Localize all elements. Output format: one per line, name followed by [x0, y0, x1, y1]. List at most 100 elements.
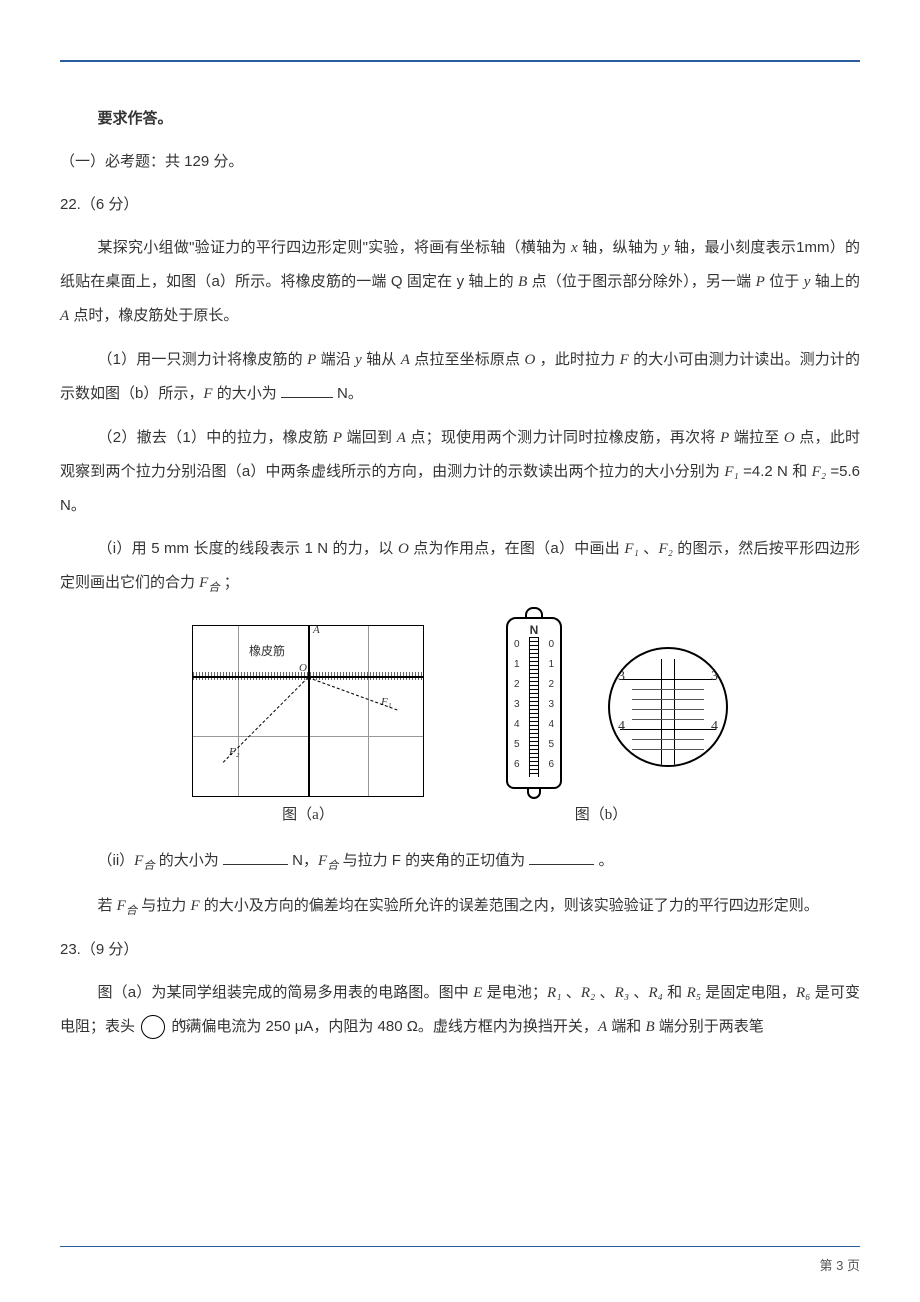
q22-last: 若 F合 与拉力 F 的大小及方向的偏差均在实验所允许的误差范围之内，则该实验验…: [60, 889, 860, 924]
q22-head: 22.（6 分）: [60, 188, 860, 221]
var-F1b: F₁: [624, 541, 638, 557]
t: 点拉至坐标原点: [414, 351, 524, 368]
var-Fh2: F合: [134, 853, 154, 869]
var-x: x: [571, 240, 578, 256]
t: 某探究小组做"验证力的平行四边形定则"实验，将画有坐标轴（横轴为: [98, 239, 572, 256]
mn: 3: [618, 669, 625, 685]
var-O2: O: [784, 430, 795, 446]
var-Aend: A: [598, 1019, 607, 1035]
var-F2c: F₂: [658, 541, 672, 557]
t: =4.2 N 和: [743, 463, 812, 480]
sn: 5: [514, 739, 520, 750]
q23-p1: 图（a）为某同学组装完成的简易多用表的电路图。图中 E 是电池；R₁ 、R₂ 、…: [60, 976, 860, 1044]
bottom-rule: [60, 1246, 860, 1247]
fh-f: F: [199, 575, 208, 591]
mn: 4: [618, 719, 625, 735]
var-y2: y: [804, 274, 811, 290]
t: 的大小及方向的偏差均在实验所允许的误差范围之内，则该实验验证了力的平行四边形定则…: [204, 897, 819, 914]
t: ，此时拉力: [540, 351, 620, 368]
var-P2: P: [307, 352, 316, 368]
q22-ii: （ii）F合 的大小为 N，F合 与拉力 F 的夹角的正切值为 。: [60, 844, 860, 879]
t: 。: [598, 852, 613, 869]
t: 、: [643, 540, 658, 557]
top-rule: [60, 60, 860, 62]
var-O3: O: [398, 541, 409, 557]
var-O: O: [524, 352, 535, 368]
galvanometer-icon: G: [141, 1015, 165, 1039]
t: （1）用一只测力计将橡皮筋的: [98, 351, 308, 368]
var-Fh: F合: [199, 575, 219, 591]
sn: 3: [548, 699, 554, 710]
t: （ii）: [98, 852, 135, 869]
t: 的满偏电流为 250 μA，内阻为 480 Ω。虚线方框内为换挡开关，: [171, 1018, 598, 1035]
fh4-f: F: [117, 898, 126, 914]
t: 与拉力 F 的夹角的正切值为: [343, 852, 526, 869]
var-Bend: B: [645, 1019, 654, 1035]
fh2-f: F: [134, 853, 143, 869]
var-R3: R₃: [615, 985, 629, 1001]
t: 是固定电阻，: [705, 984, 796, 1001]
q23-head: 23.（9 分）: [60, 933, 860, 966]
blank-3: [529, 848, 594, 865]
mn: 4: [711, 719, 718, 735]
var-y: y: [663, 240, 670, 256]
var-A3: A: [397, 430, 406, 446]
t: 和: [667, 984, 686, 1001]
var-R5: R₅: [687, 985, 701, 1001]
mn: 3: [711, 669, 718, 685]
heading: 要求作答。: [60, 102, 860, 135]
var-E: E: [473, 985, 482, 1001]
var-R4: R₄: [648, 985, 662, 1001]
t: 、: [600, 984, 615, 1001]
unit-N: N。: [337, 385, 363, 402]
sn: 5: [548, 739, 554, 750]
q22-i: （i）用 5 mm 长度的线段表示 1 N 的力，以 O 点为作用点，在图（a）…: [60, 532, 860, 601]
t: 轴从: [366, 351, 401, 368]
t: 位于: [769, 273, 804, 290]
var-Fh3: F合: [318, 853, 338, 869]
blank-2: [223, 848, 288, 865]
t: 点时，橡皮筋处于原长。: [73, 307, 238, 324]
t: 的大小为: [159, 852, 219, 869]
t: 点；现使用两个测力计同时拉橡皮筋，再次将: [410, 429, 720, 446]
figure-a: A O F₁ F₂ 橡皮筋 图（a）: [192, 625, 424, 824]
var-F2: F: [203, 386, 212, 402]
sn: 6: [548, 759, 554, 770]
grid-figure: A O F₁ F₂ 橡皮筋: [192, 625, 424, 797]
t: 若: [98, 897, 117, 914]
caption-a: 图（a）: [282, 803, 334, 824]
sn: 0: [548, 639, 554, 650]
var-F2b: F₂: [812, 464, 826, 480]
blank-1: [281, 381, 333, 398]
page-number: 第 3 页: [820, 1255, 860, 1274]
var-F3: F: [190, 898, 199, 914]
figure-b: N 0 0 1 1 2 2 3 3 4 4 5 5 6: [474, 617, 728, 824]
t: （i）用 5 mm 长度的线段表示 1 N 的力，以: [98, 540, 398, 557]
sn: 2: [514, 679, 520, 690]
sn: 3: [514, 699, 520, 710]
sn: 6: [514, 759, 520, 770]
figure-row: A O F₁ F₂ 橡皮筋 图（a） N 0 0: [60, 617, 860, 824]
q22-p1: 某探究小组做"验证力的平行四边形定则"实验，将画有坐标轴（横轴为 x 轴，纵轴为…: [60, 231, 860, 333]
var-y3: y: [355, 352, 362, 368]
var-R6: R₆: [796, 985, 810, 1001]
var-R2: R₂: [581, 985, 595, 1001]
sn: 0: [514, 639, 520, 650]
unit-N-label: N: [530, 623, 539, 637]
t: 的大小为: [217, 385, 277, 402]
sn: 2: [548, 679, 554, 690]
label-band: 橡皮筋: [249, 642, 285, 659]
section-1: （一）必考题：共 129 分。: [60, 145, 860, 178]
var-P4: P: [720, 430, 729, 446]
t: 端回到: [346, 429, 396, 446]
var-A2: A: [401, 352, 410, 368]
t: 端和: [611, 1018, 645, 1035]
t: 轴，纵轴为: [582, 239, 663, 256]
t: 是电池；: [487, 984, 547, 1001]
spring-scale: N 0 0 1 1 2 2 3 3 4 4 5 5 6: [474, 617, 594, 797]
var-A: A: [60, 308, 69, 324]
var-Fh4: F合: [117, 898, 137, 914]
var-F1: F₁: [724, 464, 738, 480]
t: 图（a）为某同学组装完成的简易多用表的电路图。图中: [98, 984, 474, 1001]
t: N，: [292, 852, 318, 869]
